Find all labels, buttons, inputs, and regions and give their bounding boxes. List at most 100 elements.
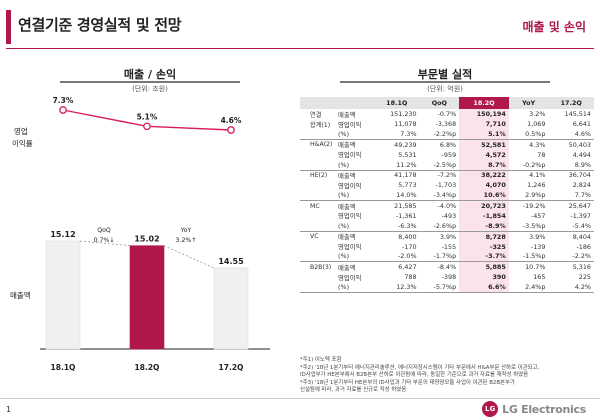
table-cell: -19.2% xyxy=(522,202,546,211)
table-cell: -1.5%p xyxy=(508,251,549,263)
margin-point xyxy=(227,126,235,134)
table-cell: 3.9% xyxy=(529,232,546,241)
table-cell: 0.5%p xyxy=(508,129,549,141)
yoy-value: 3.2%↑ xyxy=(176,237,197,244)
metric-label: 영업이익 xyxy=(338,212,362,221)
table-cell: 8,400 xyxy=(398,232,417,241)
table-cell: 3.2% xyxy=(529,110,546,119)
table-header-cell xyxy=(336,97,374,109)
metric-label: (%) xyxy=(336,282,374,293)
table-cell: -1.7%p xyxy=(419,251,460,263)
sales-value-label: 15.02 xyxy=(134,235,159,244)
table-cell: -1,854 xyxy=(459,210,509,222)
section-tag: 매출 및 손익 xyxy=(522,20,586,34)
segment-name: 합계(1) xyxy=(310,121,331,129)
table-cell: 1,069 xyxy=(527,120,546,129)
segment-name xyxy=(300,282,336,293)
table-cell: -6.3% xyxy=(374,221,420,232)
metric-label: (%) xyxy=(336,129,374,141)
sales-bar-18.2Q xyxy=(129,245,165,350)
table-cell: 2,824 xyxy=(572,181,591,190)
margin-value-label: 7.3% xyxy=(53,96,74,105)
margin-axis-label-line2: 이익률 xyxy=(12,138,33,148)
table-row: (%) -2.0% -1.7%p -3.7% -1.5%p -2.2% xyxy=(300,251,594,263)
table-cell: 8,404 xyxy=(572,232,591,241)
table-cell: -2.0% xyxy=(374,251,420,263)
segment-name: H&A(2) xyxy=(310,141,333,149)
bar-change-connector xyxy=(163,245,215,269)
metric-label: (%) xyxy=(336,251,374,263)
table-cell: 3.9% xyxy=(439,232,457,241)
table-row: 연결 매출액 151,230 -0.7% 150,194 3.2% 145,514 xyxy=(300,109,594,120)
table-cell: -155 xyxy=(441,242,457,251)
table-cell: -0.7% xyxy=(437,110,457,119)
table-header-cell xyxy=(300,97,336,109)
right-panel-title: 부문별 실적 xyxy=(417,68,473,81)
table-cell: -457 xyxy=(530,211,546,220)
table-cell: -5.4% xyxy=(548,221,594,232)
sales-value-label: 14.55 xyxy=(218,257,244,266)
table-row: (%) 12.3% -5.7%p 6.6% 2.4%p 4.2% xyxy=(300,282,594,293)
table-cell: -1,361 xyxy=(395,211,417,220)
table-cell: 4.6% xyxy=(548,129,594,141)
table-header-cell: YoY xyxy=(508,97,549,109)
table-cell: -2.5%p xyxy=(419,159,460,171)
footnotes: *주1) 이노텍 포함 *주2) '18년 1분기부터 에너지관리솔루션, 에너지… xyxy=(300,357,596,395)
footnote-line: *주2) '18년 1분기부터 에너지관리솔루션, 에너지저장시스템이 기타 부… xyxy=(300,364,540,371)
footnote-line: ID사업부가 HE본부에서 B2B본부 산하로 이관됨에 따라, 동일한 기준으… xyxy=(300,372,529,379)
table-cell: 36,704 xyxy=(568,171,591,180)
table-row: B2B(3) 매출액 6,427 -8.4% 5,885 10.7% 5,316 xyxy=(300,261,594,272)
metric-label: 매출액 xyxy=(338,263,356,272)
segment-name xyxy=(300,190,336,202)
table-cell: -3.7% xyxy=(459,251,509,263)
table-cell: 8,728 xyxy=(459,231,509,242)
table-cell: 390 xyxy=(459,272,509,283)
left-panel-title-underline xyxy=(60,81,240,83)
margin-value-label: 5.1% xyxy=(137,112,158,121)
category-tick-label: 18.1Q xyxy=(51,363,76,372)
table-cell: 788 xyxy=(404,273,417,282)
table-cell: 5.1% xyxy=(459,129,509,141)
table-cell: 52,581 xyxy=(459,139,509,150)
table-cell: 165 xyxy=(533,273,546,282)
segment-name: B2B(3) xyxy=(310,263,332,271)
sales-value-label: 15.12 xyxy=(50,230,75,239)
left-panel-title: 매출 / 손익 xyxy=(123,68,177,81)
table-row: (%) 14.0% -3.4%p 10.6% 2.9%p 7.7% xyxy=(300,190,594,202)
table-cell: 11,078 xyxy=(394,120,417,129)
table-cell: 10.6% xyxy=(459,190,509,202)
lg-logo-icon: LG xyxy=(482,401,499,417)
table-row: VC 매출액 8,400 3.9% 8,728 3.9% 8,404 xyxy=(300,231,594,242)
company-logo: LG LG Electronics xyxy=(482,400,586,418)
footnote-line: 신설됨에 따라, 과거 자료를 신규로 작성 하였음 xyxy=(300,387,407,394)
table-cell: 5,885 xyxy=(459,261,509,272)
margin-point xyxy=(59,106,67,114)
table-cell: 4.3% xyxy=(529,140,546,149)
table-cell: 2.9%p xyxy=(508,190,549,202)
segment-name: MC xyxy=(310,202,320,210)
table-cell: 8.7% xyxy=(459,159,509,171)
table-cell: 49,239 xyxy=(394,140,417,149)
metric-label: 매출액 xyxy=(338,202,356,211)
table-cell: 1,246 xyxy=(527,181,546,190)
table-cell: 5,773 xyxy=(398,181,417,190)
table-cell: 4.1% xyxy=(529,171,546,180)
metric-label: (%) xyxy=(336,159,374,171)
table-cell: 5,316 xyxy=(572,263,591,272)
margin-point xyxy=(143,122,151,131)
table-cell: -2.6%p xyxy=(419,221,460,232)
table-row: 영업이익 788 -398 390 165 225 xyxy=(300,272,594,283)
margin-axis-label-line1: 영업 xyxy=(14,126,28,136)
table-cell: 8.9% xyxy=(548,159,594,171)
metric-label: (%) xyxy=(336,221,374,232)
metric-label: 매출액 xyxy=(338,171,356,180)
table-cell: 78 xyxy=(537,150,546,159)
table-row: 영업이익 5,531 -959 4,572 78 4,494 xyxy=(300,149,594,160)
table-cell: -4.0% xyxy=(437,202,457,211)
metric-label: (%) xyxy=(336,190,374,202)
segment-name: 연결 xyxy=(310,111,322,119)
table-cell: 21,585 xyxy=(394,202,417,211)
yoy-label: YoY xyxy=(180,227,192,234)
segment-name xyxy=(300,272,336,282)
logo-text: LG Electronics xyxy=(502,402,586,416)
